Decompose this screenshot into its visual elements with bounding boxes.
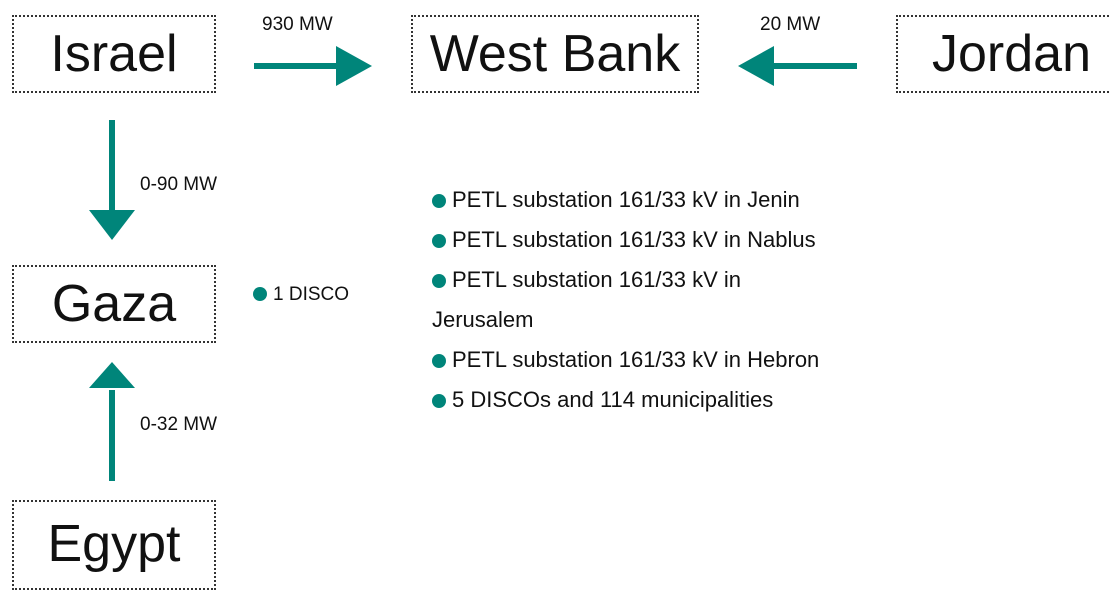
bullet [253,287,267,301]
list-item: PETL substation 161/33 kV in Jenin [432,180,837,220]
item-text: PETL substation 161/33 kV in Nablus [452,227,816,252]
node-box: Gaza [12,265,216,343]
bullet [432,194,446,208]
node-box: Egypt [12,500,216,590]
edge-label: 930 MW [262,14,333,35]
west-bank-list: PETL substation 161/33 kV in Jenin PETL … [432,180,837,420]
list-item: PETL substation 161/33 kV in Jerusalem [432,260,837,340]
arrows [89,46,857,481]
node-box: West Bank [411,15,699,93]
item-text: 1 DISCO [273,284,350,305]
page: Israel West Bank Jordan Gaza Egypt 930 M… [12,14,1110,590]
edge-label: 20 MW [760,14,821,35]
edge-label: 0-32 MW [140,414,218,435]
gaza-item: 1 DISCO [253,284,349,306]
arrow-head [336,46,372,86]
item-text: PETL substation 161/33 kV in Jenin [452,187,800,212]
list-item: PETL substation 161/33 kV in Hebron [432,340,837,380]
arrow-head [738,46,774,86]
item-text: PETL substation 161/33 kV in Jerusalem [432,267,742,332]
item-text: 5 DISCOs and 114 municipalities [452,387,774,412]
edge-label: 0-90 MW [140,174,218,195]
node-box: Israel [12,15,216,93]
item-text: PETL substation 161/33 kV in Hebron [452,347,820,372]
node-box: Jordan [896,15,1110,93]
list-item: 5 DISCOs and 114 municipalities [432,380,837,420]
bullet [432,394,446,408]
arrow-head [89,210,135,240]
list-item: PETL substation 161/33 kV in Nablus [432,220,837,260]
arrow-head [89,362,135,388]
bullet [432,354,446,368]
bullet [432,274,446,288]
bullet [432,234,446,248]
